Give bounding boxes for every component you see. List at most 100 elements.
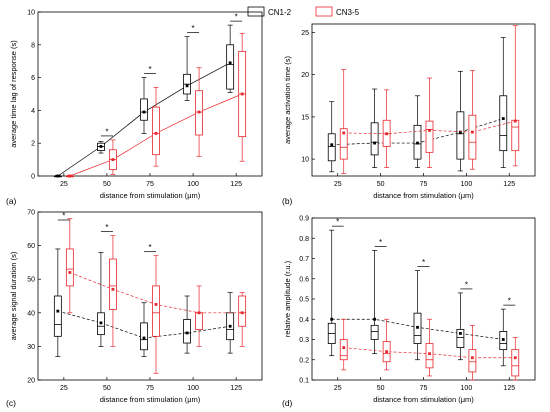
x-tick-label: 125 — [230, 181, 242, 188]
box — [97, 251, 105, 347]
box — [499, 37, 508, 168]
y-tick-label: 0.1 — [299, 378, 309, 385]
box — [511, 25, 520, 167]
y-tick-label: 40 — [27, 310, 35, 317]
significance-star: * — [148, 65, 151, 74]
y-tick-label: 8 — [31, 42, 35, 49]
x-axis-label: distance from stimulation (μm) — [373, 395, 474, 404]
box — [53, 248, 62, 357]
box-mean — [142, 110, 146, 114]
significance-marker: * — [187, 24, 200, 33]
series-cn1-2 — [53, 24, 235, 178]
y-tick-label: 30 — [27, 344, 35, 351]
y-axis-label: relative amplitude (r.u.) — [283, 260, 292, 337]
y-axis-label: average signal duration (s) — [9, 251, 18, 340]
box — [511, 337, 520, 381]
significance-star: * — [379, 238, 382, 247]
box — [238, 292, 247, 347]
box-iqr — [499, 95, 508, 152]
series-cn1-2 — [53, 248, 235, 357]
x-tick-label: 75 — [146, 385, 154, 392]
significance-marker: * — [100, 223, 113, 232]
box — [238, 32, 247, 162]
significance-star: * — [62, 212, 65, 221]
box-mean — [56, 174, 60, 178]
y-axis-label: average time lag of response (s) — [9, 40, 18, 148]
significance-star: * — [192, 24, 195, 33]
significance-star: * — [422, 258, 425, 267]
series-cn1-2 — [327, 37, 508, 173]
plot-frame — [37, 211, 263, 381]
y-tick-label: 70 — [27, 210, 35, 217]
legend-swatch-cn3-5 — [315, 6, 333, 17]
box-mean — [99, 145, 103, 148]
box-iqr — [53, 295, 62, 337]
x-axis-label: distance from stimulation (μm) — [100, 191, 201, 200]
significance-star: * — [148, 243, 151, 252]
y-tick-label: 0.4 — [299, 317, 309, 324]
significance-marker: * — [144, 65, 156, 74]
y-tick-label: 10 — [27, 10, 35, 17]
x-tick-label: 75 — [420, 385, 428, 392]
box-iqr — [456, 328, 465, 349]
box — [382, 89, 391, 168]
box-iqr — [370, 122, 379, 156]
significance-star: * — [508, 297, 511, 306]
significance-marker: * — [331, 218, 344, 227]
y-tick-label: 0.7 — [299, 256, 309, 263]
significance-marker: * — [230, 13, 243, 22]
y-tick-label: 60 — [27, 243, 35, 250]
panel-2: 10 15 20 25 25 50 75 100 125 distance from stimul… — [282, 23, 536, 206]
box-mean — [416, 325, 419, 329]
box — [97, 141, 105, 154]
panel-label: (a) — [6, 196, 17, 206]
box-iqr — [339, 128, 348, 160]
significance-marker: * — [57, 212, 70, 221]
box — [65, 174, 74, 178]
y-tick-label: 10 — [301, 157, 309, 164]
panel-1: 0 2 4 6 8 10 25 50 75 100 125 distance from stimula… — [6, 10, 263, 206]
box-iqr — [511, 349, 520, 377]
box-iqr — [468, 349, 477, 373]
box — [413, 95, 422, 168]
box-iqr — [339, 339, 348, 361]
box-mean — [501, 338, 505, 341]
box-mean — [154, 303, 158, 306]
x-tick-label: 125 — [503, 181, 515, 188]
box — [226, 292, 235, 354]
box-mean — [470, 356, 474, 360]
series-cn1-2 — [327, 229, 508, 367]
box — [468, 70, 477, 170]
box-iqr — [109, 258, 117, 310]
x-tick-label: 25 — [60, 181, 68, 188]
legend-label-cn1-2: CN1-2 — [268, 8, 292, 17]
legend: CN1-2 CN3-5 — [247, 6, 360, 17]
y-tick-label: 0.6 — [299, 276, 309, 283]
box-iqr — [327, 133, 336, 162]
box-mean — [470, 130, 474, 134]
box-mean — [428, 352, 431, 356]
box — [152, 255, 160, 374]
y-tick-label: 4 — [31, 108, 35, 115]
significance-marker: * — [100, 127, 113, 136]
significance-star: * — [105, 223, 108, 232]
x-tick-label: 100 — [187, 385, 199, 392]
series-cn3-5 — [65, 32, 247, 178]
box — [370, 250, 379, 355]
y-tick-label: 0.5 — [299, 297, 309, 304]
x-tick-label: 125 — [230, 385, 242, 392]
box-iqr — [511, 119, 520, 152]
x-tick-label: 100 — [461, 181, 473, 188]
x-tick-label: 25 — [60, 385, 68, 392]
box — [382, 318, 391, 371]
box — [109, 139, 117, 175]
box-mean — [240, 311, 244, 315]
significance-marker: * — [460, 280, 473, 289]
box-iqr — [456, 111, 465, 160]
series-cn3-5 — [339, 318, 520, 381]
box-iqr — [183, 319, 191, 344]
box — [195, 285, 203, 347]
box-mean — [373, 141, 377, 145]
x-tick-label: 75 — [420, 181, 428, 188]
